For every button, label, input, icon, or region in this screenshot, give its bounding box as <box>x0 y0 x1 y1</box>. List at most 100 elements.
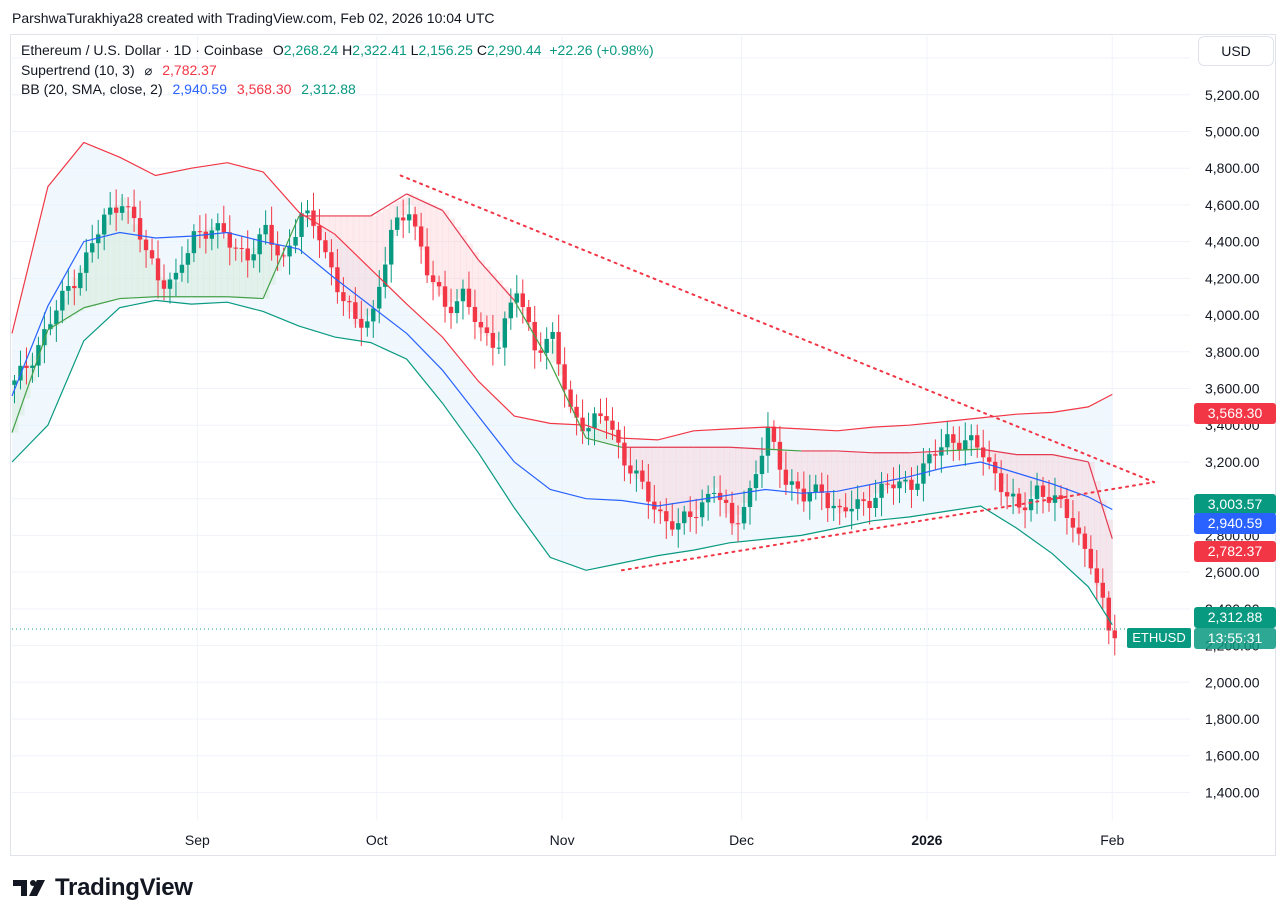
supertrend-fill <box>843 451 850 511</box>
tradingview-logo[interactable]: TradingView <box>13 874 193 902</box>
supertrend-fill <box>502 286 509 325</box>
supertrend-fill <box>101 219 109 304</box>
legend-low: 2,156.25 <box>418 42 473 58</box>
supertrend-fill <box>478 260 485 334</box>
supertrend-fill <box>771 448 778 450</box>
supertrend-fill <box>149 263 157 298</box>
candle-body <box>837 505 842 508</box>
supertrend-fill <box>239 250 246 298</box>
price-tick-label: 2,600.00 <box>1205 564 1260 580</box>
candle-body <box>867 500 872 509</box>
candle-body <box>311 210 316 226</box>
supertrend-fill <box>753 448 760 473</box>
legend-bb-label[interactable]: BB (20, SMA, close, 2) <box>21 81 163 97</box>
supertrend-segment <box>908 450 945 454</box>
candle-body <box>1028 499 1034 511</box>
supertrend-segment <box>944 448 981 452</box>
trendline <box>399 174 1156 484</box>
supertrend-fill <box>1082 460 1089 549</box>
legend-symbol[interactable]: Ethereum / U.S. Dollar · 1D · Coinbase <box>21 42 263 58</box>
candle-body <box>406 214 412 221</box>
candle-body <box>741 506 747 524</box>
candle-body <box>436 281 442 287</box>
candle-body <box>143 239 149 251</box>
candle-body <box>215 223 221 231</box>
supertrend-fill <box>442 210 450 306</box>
supertrend-segment <box>1052 454 1089 463</box>
supertrend-fill <box>675 447 683 529</box>
candle-body <box>263 224 268 235</box>
candle-body <box>729 502 735 524</box>
supertrend-fill <box>795 450 802 492</box>
candle-body <box>520 293 525 308</box>
supertrend-fill <box>227 243 234 297</box>
candle-body <box>592 413 597 429</box>
candle-body <box>640 470 645 482</box>
candle-body <box>855 499 860 509</box>
candle-body <box>424 246 430 276</box>
supertrend-fill <box>412 196 420 228</box>
candle-body <box>400 217 406 221</box>
supertrend-fill <box>950 439 958 451</box>
supertrend-fill <box>556 364 563 376</box>
candle-body <box>167 279 173 289</box>
price-axis: 1,400.001,600.001,800.002,000.002,200.00… <box>1205 50 1260 800</box>
supertrend-fill <box>59 299 67 323</box>
candle-body <box>305 210 310 214</box>
candle-body <box>909 479 914 490</box>
symbol-price-tag: ETHUSD <box>1127 628 1191 648</box>
candle-body <box>1052 495 1058 503</box>
legend-supertrend-row: Supertrend (10, 3) ⌀ 2,782.37 <box>21 61 654 81</box>
legend-supertrend-label[interactable]: Supertrend (10, 3) <box>21 61 135 78</box>
hidden-eye-icon[interactable]: ⌀ <box>144 62 153 78</box>
supertrend-fill <box>370 215 378 312</box>
supertrend-fill <box>891 452 898 486</box>
supertrend-fill <box>17 375 25 416</box>
price-tick-label: 4,800.00 <box>1205 160 1260 176</box>
time-tick-label: Sep <box>185 832 210 848</box>
supertrend-fill <box>693 447 701 510</box>
supertrend-fill <box>879 452 886 491</box>
supertrend-fill <box>340 215 348 300</box>
currency-selector[interactable]: USD <box>1198 36 1274 66</box>
candle-body <box>556 332 561 365</box>
candle-body <box>347 301 352 303</box>
bb-lower-line <box>11 299 1113 626</box>
supertrend-fill <box>155 276 162 297</box>
candle-body <box>747 488 753 507</box>
candle-body <box>759 455 765 475</box>
candle-body <box>777 441 783 470</box>
supertrend-fill <box>131 224 139 298</box>
supertrend-fill <box>603 416 611 443</box>
candle-body <box>496 347 502 349</box>
price-tick-label: 4,400.00 <box>1205 234 1260 250</box>
supertrend-fill <box>855 451 862 507</box>
candle-body <box>885 483 890 485</box>
legend-low-key: L <box>410 42 419 58</box>
supertrend-fill <box>454 226 461 299</box>
supertrend-fill <box>920 452 928 469</box>
supertrend-fill <box>352 215 360 325</box>
candle-body <box>418 226 424 247</box>
supertrend-fill <box>305 215 312 222</box>
supertrend-fill <box>759 448 766 454</box>
candle-body <box>526 307 531 322</box>
candles <box>12 189 1117 656</box>
supertrend-fill <box>1052 454 1059 503</box>
price-tick-label: 3,600.00 <box>1205 381 1260 397</box>
supertrend-segment <box>47 307 85 331</box>
supertrend-fill <box>29 355 37 382</box>
candle-body <box>245 248 250 261</box>
legend-close-key: C <box>476 42 487 58</box>
supertrend-fill <box>729 447 737 527</box>
supertrend-fill <box>861 452 868 502</box>
supertrend-fill <box>807 450 814 496</box>
supertrend-fill <box>932 451 940 455</box>
time-tick-label: Nov <box>550 832 575 848</box>
trendline-price-tag: 3,003.57 <box>1194 494 1276 515</box>
price-tick-label: 3,200.00 <box>1205 454 1260 470</box>
supertrend-fill <box>1070 458 1077 521</box>
legend-bb-basis: 2,940.59 <box>172 81 228 97</box>
legend-high: 2,322.41 <box>352 42 407 58</box>
